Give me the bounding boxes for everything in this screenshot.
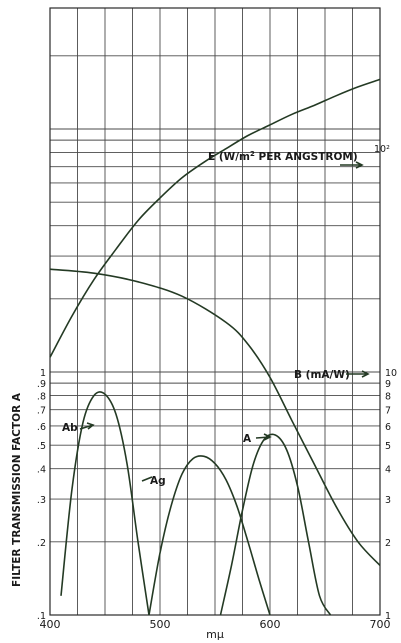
arrow-Ag [141, 476, 153, 482]
left-tick-label: .9 [37, 379, 46, 390]
annotation-E-prefix: E ( [208, 151, 224, 163]
right-tick-label: 8 [385, 392, 391, 403]
x-axis-label: mμ [206, 628, 224, 641]
annotation-Ag: Ag [150, 475, 166, 487]
left-tick-label: .6 [37, 422, 46, 433]
left-tick-label: 1 [40, 368, 46, 379]
series-line-e-w-m-per-angstrom [49, 78, 381, 358]
x-tick-label: 500 [150, 618, 171, 631]
arrow-Ab [79, 422, 95, 430]
annotation-E-suffix: PER ANGSTROM) [255, 151, 358, 163]
annotation-E-unit: W/m [224, 151, 250, 163]
series-line-b-ma-w [49, 268, 381, 566]
left-tick-label: .4 [37, 465, 46, 476]
annotation-E-sup: 2 [250, 150, 255, 158]
right-tick-label: 3 [385, 495, 391, 506]
left-tick-label: .5 [37, 441, 46, 452]
right-tick-label: 6 [385, 422, 391, 433]
right-tick-label: 2 [385, 538, 391, 549]
right-tick-label: 1 [385, 611, 391, 622]
left-tick-label: .2 [37, 538, 46, 549]
y-axis-label: FILTER TRANSMISSION FACTOR A [11, 392, 23, 587]
x-tick-label: 400 [40, 618, 61, 631]
right-tick-label: 7 [385, 406, 391, 417]
right-upper-tick-label: 10² [374, 144, 390, 155]
x-tick-label: 600 [260, 618, 281, 631]
left-tick-label: .7 [37, 406, 46, 417]
right-tick-label: 4 [385, 465, 391, 476]
series-line-ag [148, 455, 271, 616]
series-line-a [219, 433, 332, 616]
left-tick-label: .8 [37, 392, 46, 403]
right-tick-label: 10 [385, 368, 397, 379]
annotation-Ab: Ab [62, 422, 78, 434]
annotation-E: E (W/m2 PER ANGSTROM) [208, 150, 358, 163]
x-tick-label: 700 [370, 618, 391, 631]
curve-layer [49, 78, 381, 616]
arrow-A [255, 433, 272, 441]
arrow-E [340, 161, 364, 169]
left-tick-label: .1 [37, 611, 46, 622]
right-tick-label: 5 [385, 441, 391, 452]
tick-layer: 400 500 600 7001.9.8.7.6.5.4.3.2.1109876543… [37, 368, 397, 631]
arrow-B [346, 370, 370, 378]
left-tick-label: .3 [37, 495, 46, 506]
annotation-A: A [243, 433, 252, 445]
series-line-ab [60, 391, 150, 616]
plot-frame [49, 7, 381, 616]
annotation-B: B (mA/W) [294, 369, 350, 381]
right-tick-label: 9 [385, 379, 391, 390]
